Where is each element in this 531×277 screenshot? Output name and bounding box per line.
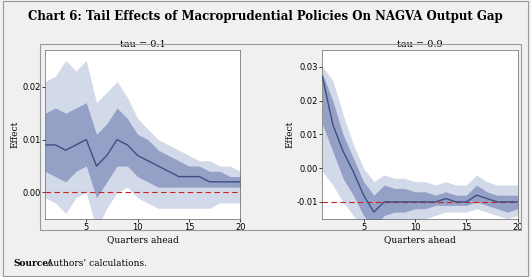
Title: tau = 0.9: tau = 0.9 [397,40,443,49]
X-axis label: Quarters ahead: Quarters ahead [107,235,178,244]
Text: Source:: Source: [13,259,52,268]
Y-axis label: Effect: Effect [285,121,294,148]
Title: tau = 0.1: tau = 0.1 [120,40,166,49]
Y-axis label: Effect: Effect [11,121,20,148]
X-axis label: Quarters ahead: Quarters ahead [384,235,456,244]
Text: Chart 6: Tail Effects of Macroprudential Policies On NAGVA Output Gap: Chart 6: Tail Effects of Macroprudential… [28,10,503,23]
Text: Authors’ calculations.: Authors’ calculations. [44,259,147,268]
